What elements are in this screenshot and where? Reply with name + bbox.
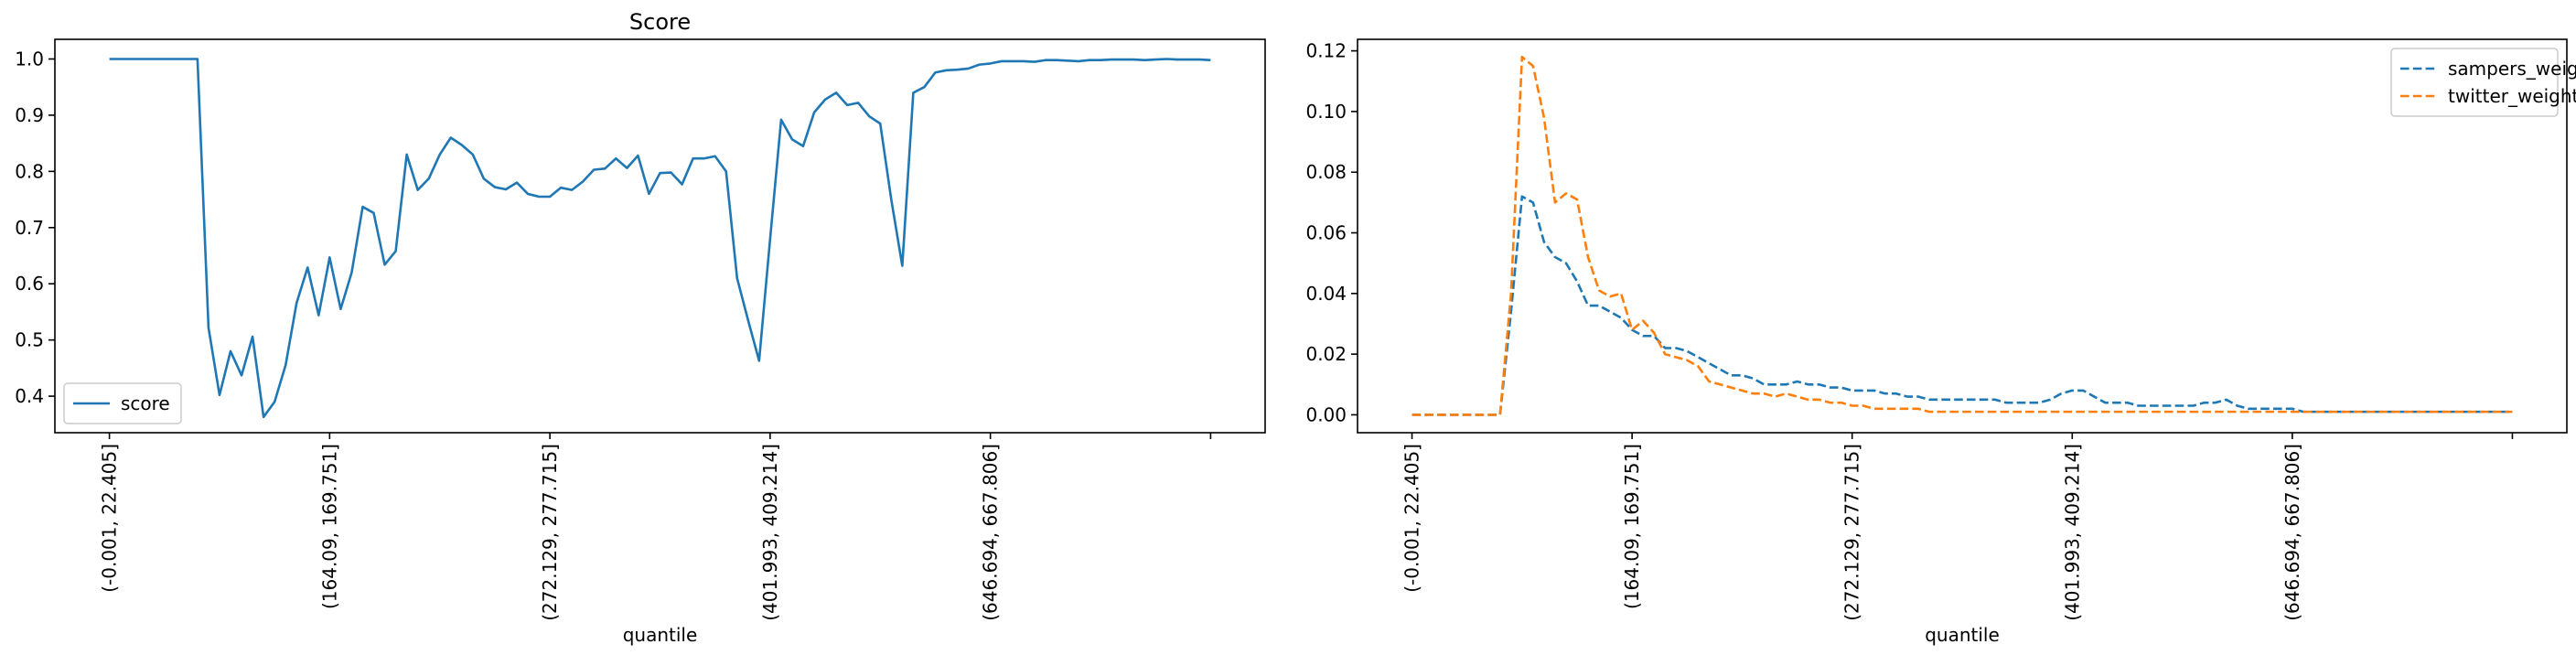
- y-tick-label: 0.7: [15, 217, 44, 239]
- y-tick-label: 0.08: [1305, 161, 1347, 183]
- weight-legend: sampers_weight twitter_weight: [2390, 48, 2576, 117]
- score-axes-frame: [54, 38, 1266, 434]
- x-tick-label: (401.993, 409.214]: [2061, 444, 2083, 621]
- weight-axes-frame: [1357, 38, 2568, 434]
- y-tick-label: 0.04: [1305, 283, 1347, 305]
- y-tick-label: 0.9: [15, 104, 44, 126]
- score-chart: 0.4 0.5 0.6 0.7 0.8 0.9 1.0 (-0.001, 22.405] (16…: [15, 9, 1266, 646]
- x-tick-label: (164.09, 169.751]: [1621, 444, 1643, 609]
- series-line-twitter-weight: [1411, 55, 2513, 416]
- y-tick-label: 0.02: [1305, 343, 1347, 365]
- y-tick-label: 0.5: [15, 329, 44, 351]
- legend-label-sampers-weight: sampers_weight: [2448, 58, 2576, 80]
- y-tick-label: 0.10: [1305, 101, 1347, 123]
- x-tick-label: (646.694, 667.806]: [2281, 444, 2303, 621]
- chart-title: Score: [629, 9, 691, 35]
- y-tick-label: 0.8: [15, 160, 44, 182]
- x-tick-label: (272.129, 277.715]: [539, 444, 561, 621]
- score-legend: score: [63, 382, 182, 424]
- y-tick-label: 0.12: [1305, 40, 1347, 62]
- x-axis-label: quantile: [623, 624, 698, 646]
- legend-label-twitter-weight: twitter_weight: [2448, 85, 2576, 107]
- x-tick-label: (164.09, 169.751]: [318, 444, 340, 609]
- x-tick-label: (646.694, 667.806]: [980, 444, 1002, 621]
- y-tick-label: 0.06: [1305, 222, 1347, 244]
- series-line-score: [109, 58, 1211, 419]
- x-tick-label: (272.129, 277.715]: [1841, 444, 1863, 621]
- legend-frame: [2390, 48, 2559, 117]
- x-tick-label: (-0.001, 22.405]: [99, 444, 121, 593]
- x-axis-label: quantile: [1925, 624, 2000, 646]
- x-tick-label: (-0.001, 22.405]: [1401, 444, 1423, 593]
- y-tick-label: 0.4: [15, 385, 44, 407]
- y-tick-label: 1.0: [15, 48, 44, 70]
- x-tick-label: (401.993, 409.214]: [759, 444, 781, 621]
- y-tick-label: 0.6: [15, 273, 44, 295]
- y-tick-label: 0.00: [1305, 403, 1347, 425]
- weight-chart: 0.00 0.02 0.04 0.06 0.08 0.10 0.12 (-0.001, 22.…: [1305, 38, 2576, 646]
- legend-frame: [63, 382, 182, 424]
- legend-label-score: score: [121, 392, 170, 414]
